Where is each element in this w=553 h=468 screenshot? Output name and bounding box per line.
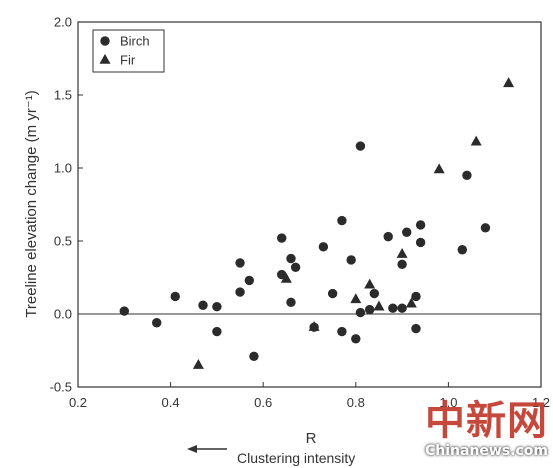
x-tick-label: 1.0 — [439, 395, 457, 410]
birch-point — [415, 237, 426, 248]
birch-point — [337, 215, 347, 226]
legend-triangle-icon — [99, 53, 111, 64]
fir-point — [396, 248, 408, 258]
birch-point — [351, 334, 361, 344]
birch-point — [277, 233, 287, 243]
birch-point — [462, 170, 472, 180]
legend-circle-icon — [100, 36, 110, 46]
birch-point — [388, 303, 398, 313]
legend-label: Fir — [120, 53, 136, 68]
birch-point — [198, 300, 208, 310]
birch-point — [402, 227, 412, 237]
clustering-intensity-label: Clustering intensity — [237, 450, 355, 466]
birch-point — [397, 259, 407, 270]
birch-point — [411, 291, 421, 302]
y-tick-label: 2.0 — [54, 15, 72, 30]
birch-point — [170, 291, 180, 302]
y-tick-label: 1.5 — [54, 88, 72, 103]
birch-point — [235, 258, 245, 268]
birch-point — [364, 304, 375, 315]
fir-point — [405, 297, 417, 308]
y-axis-label: Treeline elevation change (m yr⁻¹) — [23, 90, 40, 317]
x-tick-label: 1.2 — [532, 395, 550, 410]
x-tick-label: 0.8 — [347, 395, 365, 410]
birch-point — [457, 245, 467, 255]
birch-point — [355, 141, 366, 151]
birch-point — [411, 323, 421, 334]
birch-point — [212, 302, 222, 312]
y-tick-label: 0.5 — [54, 234, 72, 249]
birch-point — [346, 255, 356, 265]
birch-point — [383, 231, 393, 242]
x-tick-label: 0.4 — [162, 395, 180, 410]
x-tick-label: 0.6 — [254, 395, 272, 410]
x-tick-label: 0.2 — [69, 395, 87, 410]
clustering-intensity-annotation: Clustering intensity — [187, 445, 355, 466]
birch-point — [397, 303, 407, 313]
fir-point — [470, 135, 482, 146]
fir-point — [192, 358, 204, 369]
arrow-head-icon — [187, 445, 197, 453]
fir-point — [364, 278, 376, 289]
birch-point — [235, 287, 245, 297]
legend: Birch Fir — [92, 29, 165, 73]
fir-point — [503, 77, 515, 88]
legend-label: Birch — [120, 34, 150, 49]
y-tick-label: -0.5 — [50, 380, 72, 395]
fir-point — [433, 163, 445, 174]
fir-point — [373, 300, 385, 311]
birch-point — [212, 326, 222, 337]
x-axis-label: R — [306, 430, 317, 447]
birch-point — [119, 306, 129, 316]
birch-point — [369, 288, 380, 299]
birch-point — [415, 220, 426, 230]
watermark-logo: 中新网 — [425, 398, 548, 444]
birch-point — [249, 351, 259, 362]
birch-point — [286, 253, 296, 264]
birch-point — [286, 297, 296, 308]
fir-point — [280, 272, 292, 283]
fir-point — [350, 293, 362, 304]
birch-point — [318, 242, 329, 252]
birch-point — [355, 307, 366, 318]
birch-point — [244, 275, 255, 286]
y-tick-label: 1.0 — [54, 161, 72, 176]
plot-area-frame — [77, 21, 542, 388]
birch-point — [327, 288, 338, 299]
birch-point — [290, 262, 301, 272]
birch-point — [152, 318, 162, 328]
birch-point — [337, 326, 347, 337]
y-tick-label: 0.0 — [54, 307, 72, 322]
watermark-site: Chinanews.com — [425, 443, 549, 459]
birch-point — [480, 223, 491, 233]
fir-point — [308, 321, 320, 331]
